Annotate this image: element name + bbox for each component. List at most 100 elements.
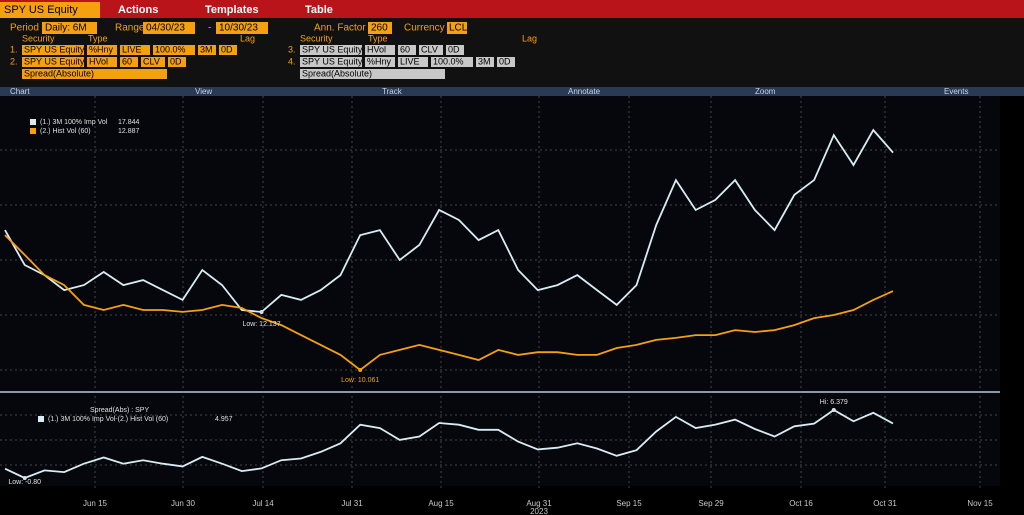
- field[interactable]: [300, 45, 362, 55]
- field[interactable]: [22, 57, 84, 67]
- field[interactable]: [42, 22, 97, 34]
- field[interactable]: [120, 57, 138, 67]
- field[interactable]: [446, 45, 464, 55]
- field[interactable]: [398, 57, 428, 67]
- field[interactable]: [87, 57, 117, 67]
- label: Currency: [404, 23, 445, 34]
- field-value: SPY US Equity: [24, 56, 85, 66]
- field[interactable]: [300, 57, 362, 67]
- annotation-point: [22, 476, 27, 480]
- plot-bg: [0, 96, 1000, 486]
- field[interactable]: [153, 45, 195, 55]
- column-header: Security: [22, 33, 55, 43]
- field-value: 260: [371, 23, 388, 34]
- legend-label: (2.) Hist Vol (60): [40, 128, 91, 135]
- row-number: 3.: [288, 44, 296, 54]
- field[interactable]: [431, 57, 473, 67]
- ticker: SPY US Equity: [4, 4, 78, 16]
- tab[interactable]: Events: [944, 87, 968, 96]
- row-number: 2.: [10, 56, 18, 66]
- field[interactable]: [365, 57, 395, 67]
- field[interactable]: [168, 57, 186, 67]
- legend-swatch: [38, 416, 44, 422]
- annotation-point: [259, 310, 264, 315]
- legend-swatch: [30, 119, 36, 125]
- column-header: Security: [300, 33, 333, 43]
- field-value: 04/30/23: [146, 23, 185, 34]
- annotation: Hi: 6.379: [820, 399, 848, 406]
- tab[interactable]: Zoom: [755, 87, 776, 96]
- label: Ann. Factor: [314, 23, 366, 34]
- menu[interactable]: Table: [305, 4, 333, 16]
- field[interactable]: [300, 69, 445, 79]
- column-header: Type: [368, 33, 388, 43]
- menu[interactable]: Templates: [205, 4, 259, 16]
- legend-value: 4.957: [215, 416, 233, 423]
- field[interactable]: [398, 45, 416, 55]
- field[interactable]: [87, 45, 117, 55]
- field[interactable]: [368, 22, 392, 34]
- field-value: 60: [122, 56, 132, 66]
- field-value: 3M: [478, 56, 491, 66]
- annotation-point: [358, 368, 363, 372]
- x-tick-label: Jul 14: [252, 499, 274, 508]
- tab[interactable]: View: [195, 87, 212, 96]
- field[interactable]: [216, 22, 268, 34]
- tab[interactable]: Annotate: [568, 87, 601, 96]
- field[interactable]: [365, 45, 395, 55]
- field[interactable]: [198, 45, 216, 55]
- field-value: 60: [400, 44, 410, 54]
- field[interactable]: [143, 22, 195, 34]
- field[interactable]: [120, 45, 150, 55]
- field-value: 0D: [221, 44, 233, 54]
- field-value: CLV: [143, 56, 160, 66]
- field[interactable]: [497, 57, 515, 67]
- series-line: [4, 408, 894, 479]
- label: -: [208, 23, 211, 34]
- year-label: 2023: [530, 507, 548, 515]
- column-header: Lag: [240, 33, 255, 43]
- field-value: CLV: [421, 44, 438, 54]
- field-value: LIVE: [122, 44, 142, 54]
- menu[interactable]: Actions: [118, 4, 158, 16]
- legend-value: 12.887: [118, 128, 140, 135]
- menu-bar: [0, 0, 1024, 18]
- field[interactable]: [219, 45, 237, 55]
- field-value: LCL: [449, 23, 468, 34]
- tab-bar: [0, 87, 1024, 96]
- field-value: SPY US Equity: [24, 44, 85, 54]
- field[interactable]: [22, 69, 167, 79]
- legend-label: (1.) 3M 100% Imp Vol: [40, 119, 108, 126]
- field-value: 0D: [499, 56, 511, 66]
- column-header: Type: [88, 33, 108, 43]
- row-number: 4.: [288, 56, 296, 66]
- x-tick-label: Oct 31: [873, 499, 897, 508]
- field[interactable]: [22, 45, 84, 55]
- annotation: Low: -0.80: [8, 479, 41, 486]
- field[interactable]: [476, 57, 494, 67]
- field-value: Spread(Absolute): [302, 68, 372, 78]
- field-value: Spread(Absolute): [24, 68, 94, 78]
- x-tick-label: Oct 16: [789, 499, 813, 508]
- field-value: 100.0%: [433, 56, 464, 66]
- x-tick-label: Jun 15: [83, 499, 108, 508]
- field[interactable]: [447, 22, 467, 34]
- x-tick-label: Jun 30: [171, 499, 196, 508]
- field-value: 3M: [200, 44, 213, 54]
- x-tick-label: Aug 15: [428, 499, 454, 508]
- field-value: HVol: [89, 56, 108, 66]
- legend-value: 17.844: [118, 119, 140, 126]
- field[interactable]: [419, 45, 443, 55]
- tab[interactable]: Track: [382, 87, 403, 96]
- ticker-box: [0, 2, 100, 18]
- x-tick-label: Aug 31: [526, 499, 552, 508]
- x-tick-label: Sep 29: [698, 499, 724, 508]
- annotation: Low: 10.061: [341, 377, 379, 384]
- field[interactable]: [141, 57, 165, 67]
- x-tick-label: Jul 31: [341, 499, 363, 508]
- field-value: 0D: [170, 56, 182, 66]
- tab[interactable]: Chart: [10, 87, 30, 96]
- x-tick-label: Nov 15: [967, 499, 993, 508]
